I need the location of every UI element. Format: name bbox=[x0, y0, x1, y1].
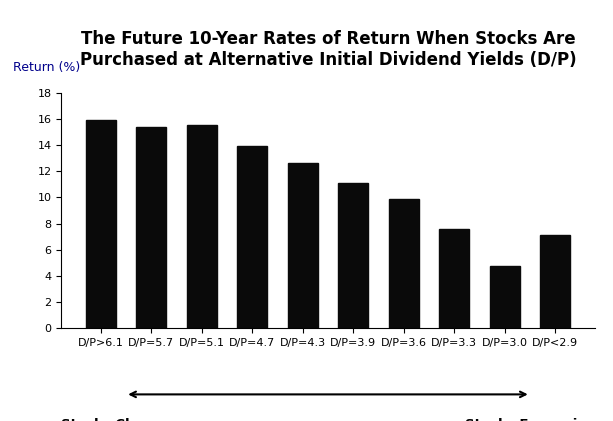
Text: Return (%): Return (%) bbox=[13, 61, 80, 74]
Bar bbox=[490, 266, 520, 328]
Bar bbox=[338, 183, 368, 328]
Bar bbox=[86, 120, 116, 328]
Text: Stocks Expensive: Stocks Expensive bbox=[465, 418, 595, 421]
Bar bbox=[136, 127, 166, 328]
Bar bbox=[287, 163, 318, 328]
Bar bbox=[389, 199, 419, 328]
Title: The Future 10-Year Rates of Return When Stocks Are
Purchased at Alternative Init: The Future 10-Year Rates of Return When … bbox=[80, 30, 576, 69]
Bar bbox=[439, 229, 470, 328]
Bar bbox=[237, 147, 267, 328]
Bar bbox=[186, 125, 217, 328]
Text: Stocks Cheap: Stocks Cheap bbox=[61, 418, 162, 421]
Bar bbox=[540, 235, 570, 328]
